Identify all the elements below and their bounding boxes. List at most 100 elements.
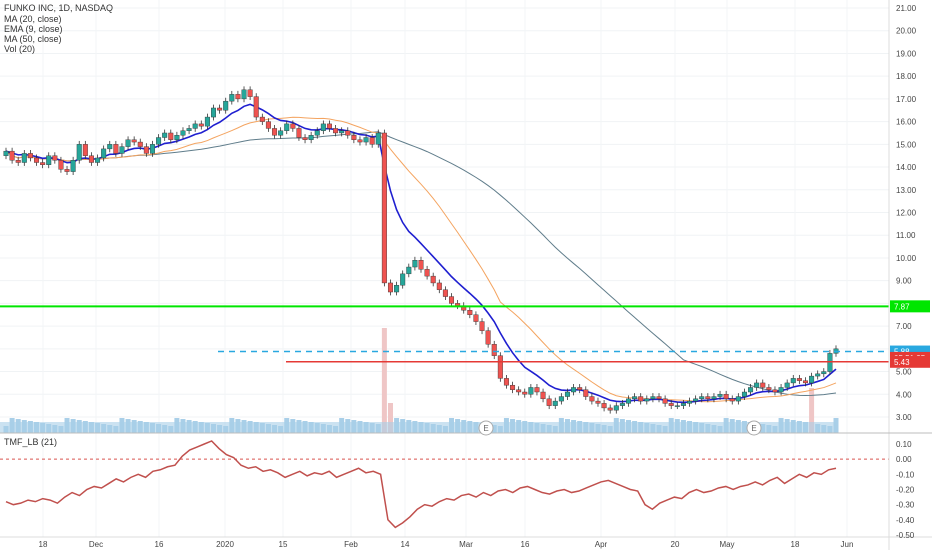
- candle-body: [741, 391, 747, 397]
- date-label: 18: [39, 540, 48, 549]
- candle-body: [784, 382, 790, 388]
- price-tag-label: 7.87: [894, 302, 910, 311]
- candle-body: [375, 132, 381, 145]
- date-label: 18: [791, 540, 800, 549]
- candle-body: [15, 160, 21, 163]
- candle-body: [387, 282, 393, 293]
- price-tick-label: 12.00: [896, 209, 917, 218]
- candle-body: [278, 130, 284, 136]
- price-axis[interactable]: 21.00 20.00 19.00 18.00 17.00 16.00 15.00 14.00…: [896, 4, 917, 422]
- date-label: Dec: [89, 540, 103, 549]
- candle-body: [180, 130, 186, 136]
- candle-body: [442, 289, 448, 297]
- candle-body: [333, 128, 339, 134]
- candle-body: [296, 128, 302, 138]
- legend: FUNKO INC, 1D, NASDAQ MA (20, close) EMA…: [4, 3, 113, 54]
- legend-vol: Vol (20): [4, 44, 35, 54]
- price-tick-label: 18.00: [896, 72, 917, 81]
- candle-body: [638, 396, 644, 402]
- candle-body: [82, 144, 88, 156]
- candle-body: [204, 116, 210, 127]
- candle-body: [253, 96, 259, 118]
- candle-body: [754, 382, 760, 388]
- candle-body: [162, 132, 168, 138]
- earnings-marker-1[interactable]: E: [478, 420, 494, 436]
- price-tick-label: 20.00: [896, 27, 917, 36]
- date-label: 16: [155, 540, 164, 549]
- candle-body: [589, 396, 595, 402]
- candle-body: [314, 130, 320, 136]
- candle-body: [70, 160, 76, 172]
- candle-body: [558, 396, 564, 402]
- candle-body: [735, 396, 741, 402]
- candle-body: [497, 355, 503, 379]
- legend-title: FUNKO INC, 1D, NASDAQ: [4, 3, 113, 13]
- candle-body: [302, 137, 308, 140]
- candle-body: [247, 89, 253, 97]
- candle-body: [272, 128, 278, 136]
- candle-body: [284, 123, 290, 131]
- price-tick-label: 17.00: [896, 95, 917, 104]
- candle-body: [88, 155, 94, 163]
- candle-body: [491, 344, 497, 356]
- candle-body: [626, 398, 632, 404]
- candlesticks[interactable]: [3, 86, 839, 414]
- candle-body: [394, 285, 400, 293]
- tmf-tick-label: -0.40: [896, 516, 915, 525]
- candle-body: [644, 398, 650, 402]
- price-tag: [890, 355, 930, 368]
- candle-body: [717, 394, 723, 397]
- price-tick-label: 3.00: [896, 413, 912, 422]
- candle-body: [619, 403, 625, 406]
- candle-body: [778, 387, 784, 393]
- candle-body: [449, 296, 455, 304]
- candle-body: [662, 398, 668, 404]
- legend-ma20: MA (20, close): [4, 14, 62, 24]
- candle-body: [9, 150, 15, 161]
- candle-body: [339, 130, 345, 134]
- candle-body: [583, 389, 589, 397]
- earnings-marker-2[interactable]: E: [746, 420, 762, 436]
- price-levels: [0, 305, 889, 363]
- price-tick-label: 5.00: [896, 368, 912, 377]
- price-tick-label: 9.00: [896, 277, 912, 286]
- date-label: 20: [671, 540, 680, 549]
- price-tick-label: 14.00: [896, 163, 917, 172]
- candle-body: [168, 132, 174, 140]
- candle-body: [229, 94, 235, 102]
- volume-bar: [809, 388, 815, 433]
- tmf-axis[interactable]: 0.10 0.00 -0.10 -0.20 -0.30 -0.40 -0.50: [896, 440, 915, 540]
- candle-body: [210, 107, 216, 118]
- legend-ema9: EMA (9, close): [4, 24, 63, 34]
- candle-body: [40, 162, 46, 165]
- candle-body: [534, 387, 540, 393]
- tmf-tick-label: 0.00: [896, 455, 912, 464]
- volume-bars: [0, 328, 839, 433]
- candle-body: [485, 330, 491, 345]
- candle-body: [790, 378, 796, 384]
- candle-body: [546, 398, 552, 406]
- candle-body: [113, 144, 119, 154]
- candle-body: [351, 135, 357, 140]
- candle-body: [192, 123, 198, 129]
- candle-body: [595, 400, 601, 404]
- candle-body: [259, 116, 265, 122]
- candle-body: [705, 396, 711, 400]
- candle-body: [772, 389, 778, 393]
- tmf-line: [5, 440, 837, 529]
- candle-body: [564, 391, 570, 397]
- date-label: 15: [279, 540, 288, 549]
- candle-body: [680, 403, 686, 406]
- candle-body: [3, 150, 9, 156]
- candle-body: [699, 396, 705, 400]
- candle-body: [27, 153, 33, 159]
- candle-body: [156, 137, 162, 145]
- candle-body: [613, 405, 619, 411]
- candle-body: [235, 94, 241, 100]
- price-tick-label: 7.00: [896, 322, 912, 331]
- tmf-tick-label: -0.20: [896, 486, 915, 495]
- candle-body: [418, 260, 424, 270]
- time-axis[interactable]: 18 Dec 16 2020 15 Feb 14 Mar 16 Apr 20 May 18 Jun: [39, 540, 854, 549]
- candle-body: [125, 139, 131, 147]
